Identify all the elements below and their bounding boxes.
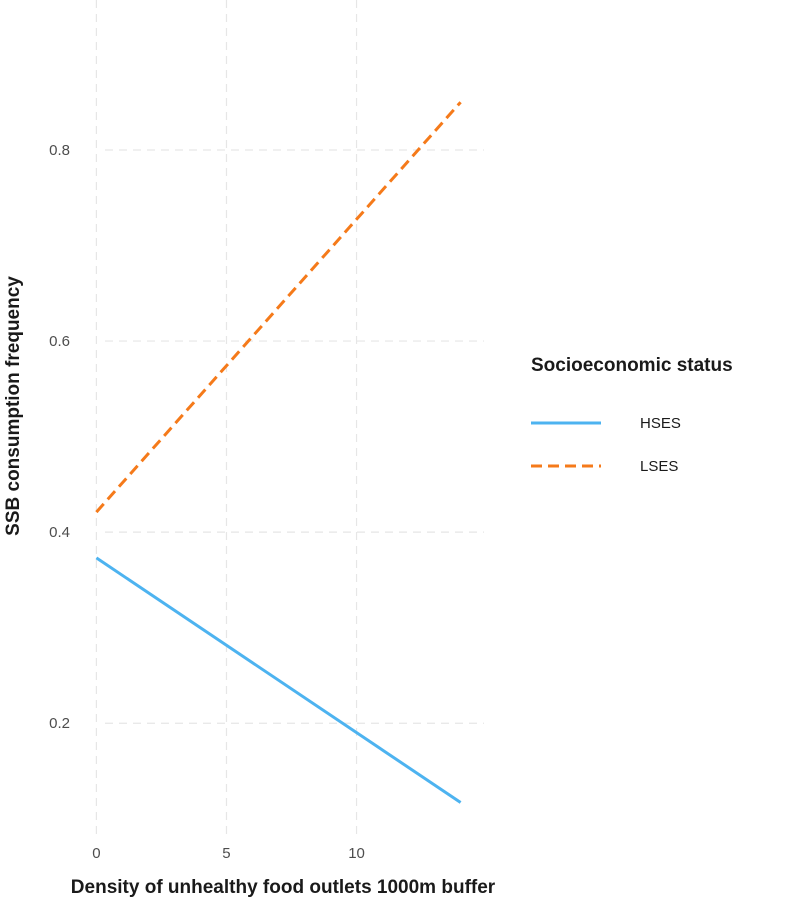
grid-lines: [95, 0, 484, 835]
legend-items: HSES LSES: [531, 415, 681, 475]
series-layer: [95, 101, 462, 804]
legend-title: Socioeconomic status: [531, 355, 733, 376]
x-tick-label: 10: [348, 845, 365, 862]
x-tick-label: 0: [92, 845, 100, 862]
y-tick-label: 0.4: [49, 524, 70, 541]
legend: Socioeconomic status HSES LSES: [531, 355, 733, 475]
legend-label-hses: HSES: [640, 415, 681, 432]
x-axis-title: Density of unhealthy food outlets 1000m …: [71, 877, 496, 898]
x-tick-labels: 0 5 10: [92, 845, 365, 862]
y-axis-title: SSB consumption frequency: [3, 276, 24, 536]
legend-label-lses: LSES: [640, 458, 678, 475]
y-tick-labels: 0.2 0.4 0.6 0.8: [49, 142, 70, 732]
series-line-lses: [95, 101, 462, 514]
y-tick-label: 0.6: [49, 333, 70, 350]
y-tick-label: 0.8: [49, 142, 70, 159]
x-tick-label: 5: [222, 845, 230, 862]
y-tick-label: 0.2: [49, 715, 70, 732]
series-line-hses: [95, 556, 462, 804]
